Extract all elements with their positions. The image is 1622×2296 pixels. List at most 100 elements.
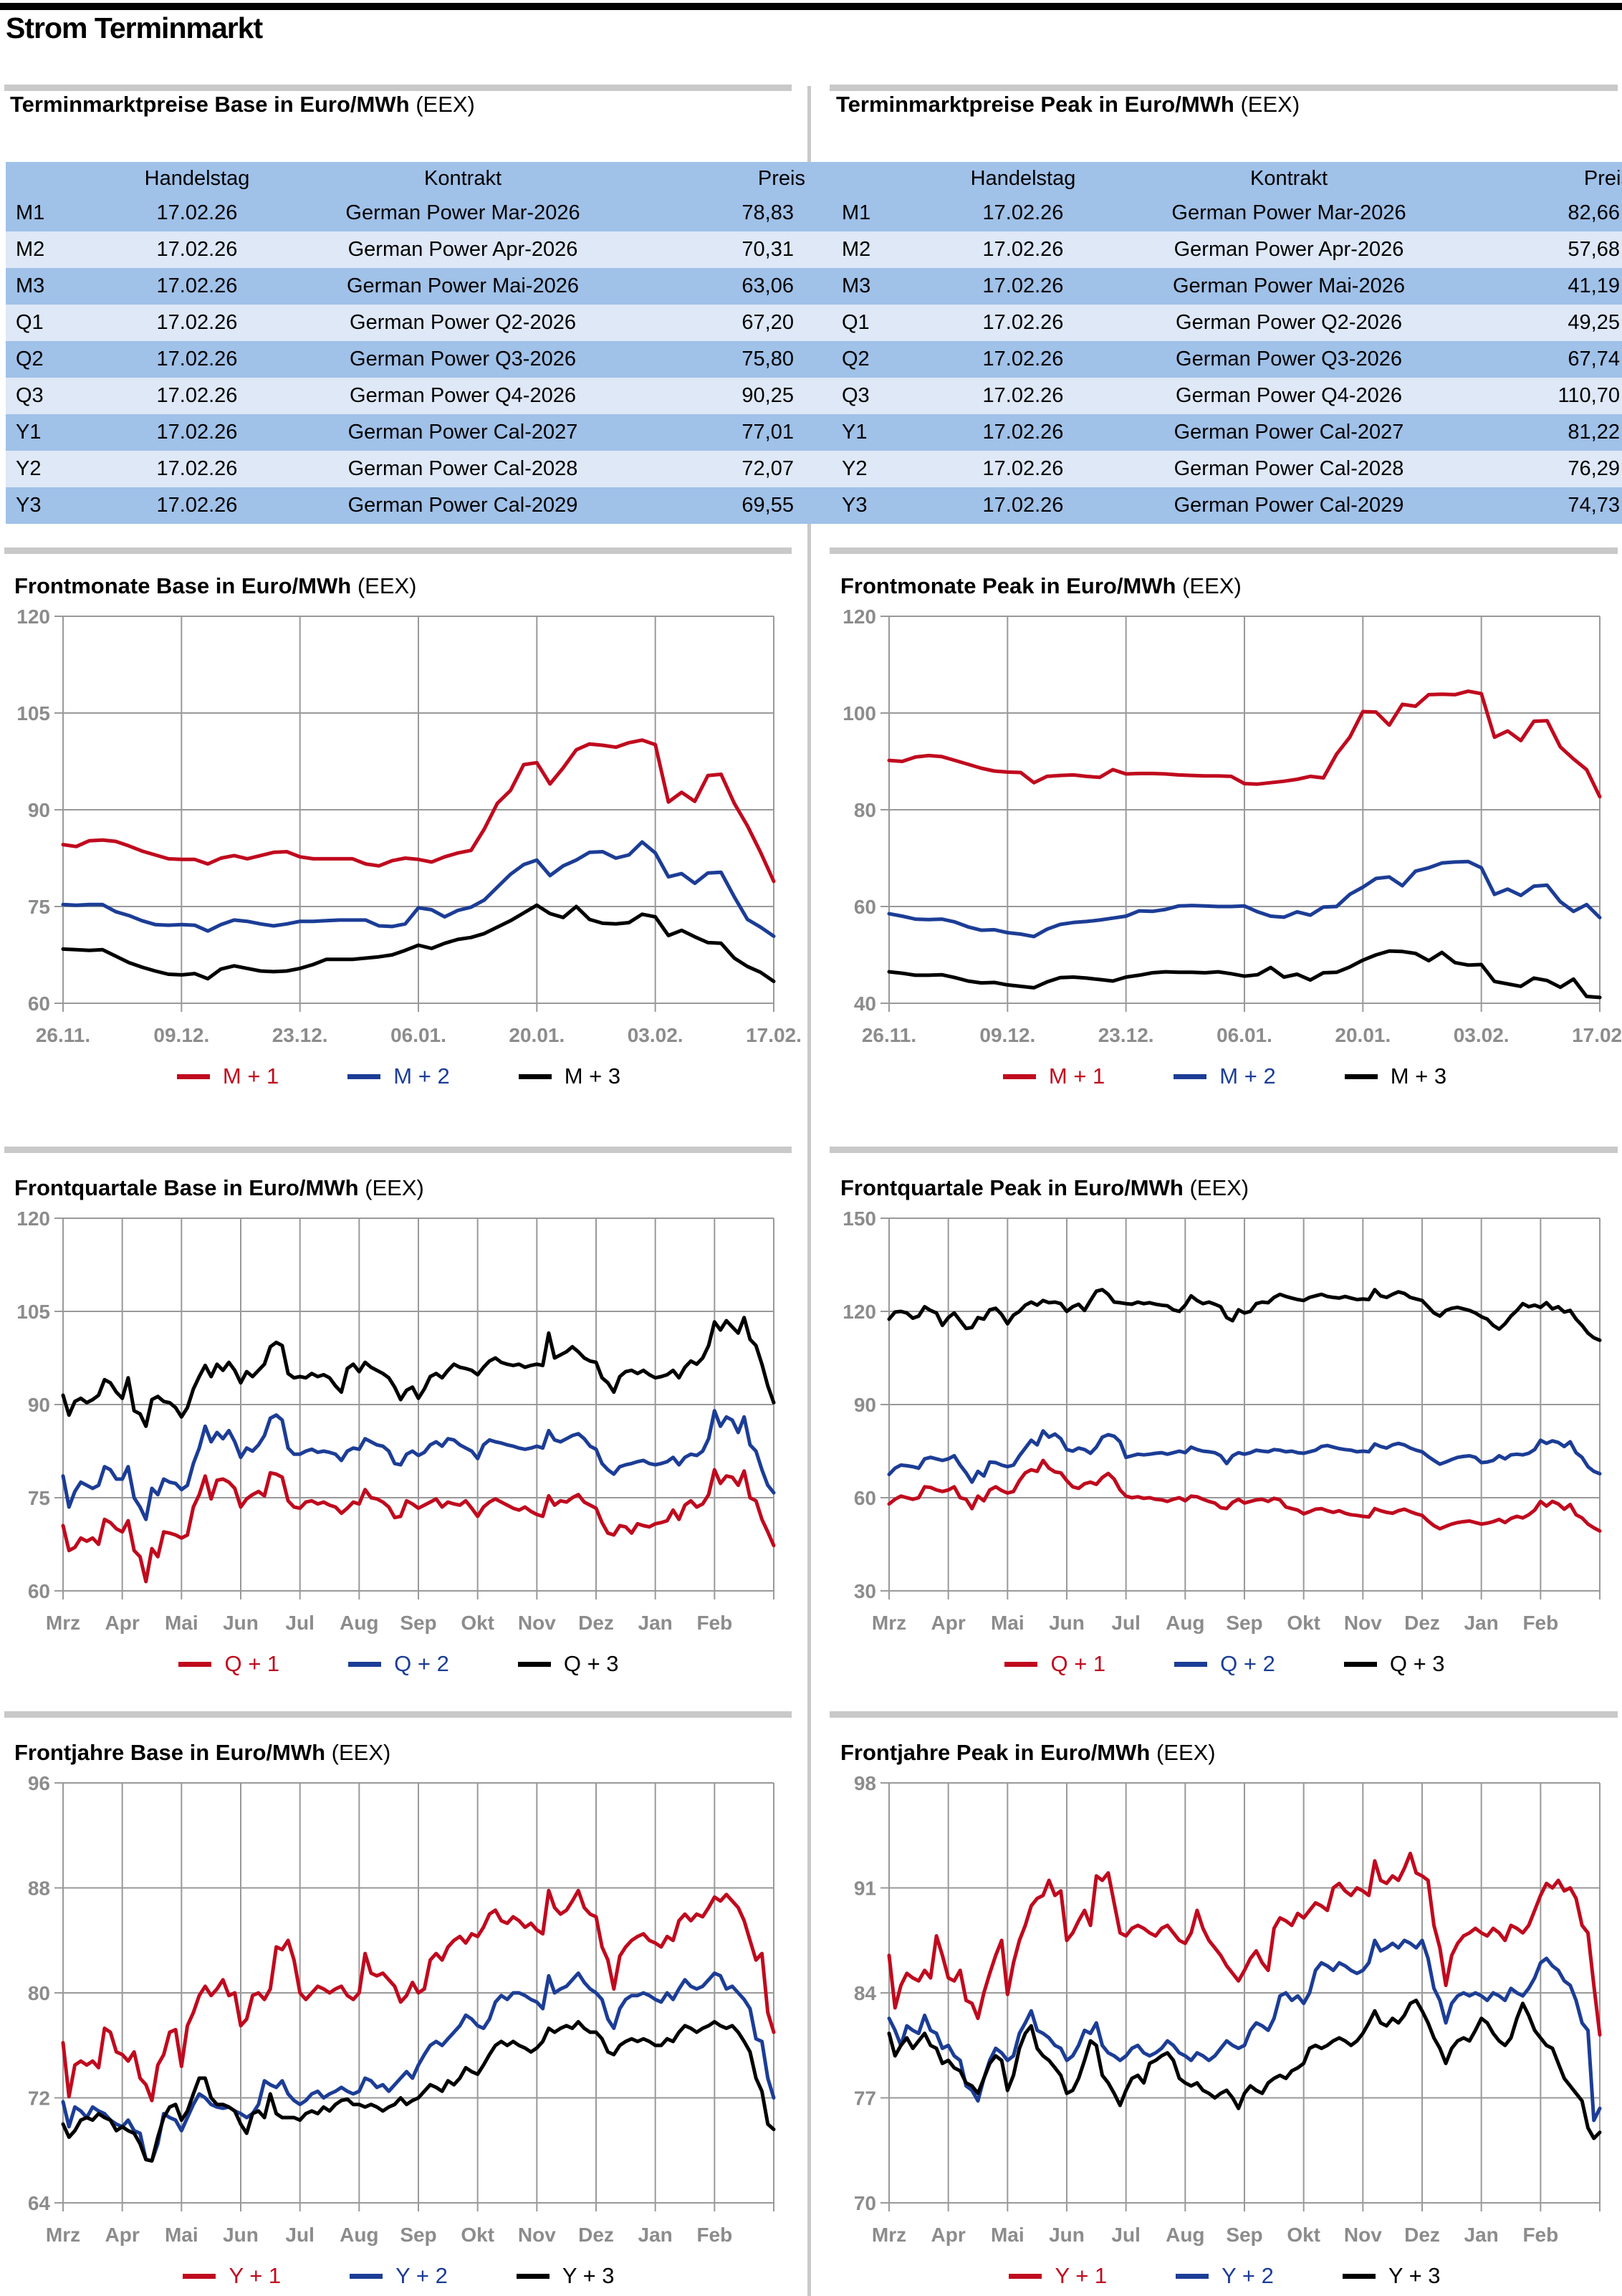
legend-item: Y + 3: [516, 2263, 615, 2289]
chart-legend: Y + 1 Y + 2 Y + 3: [6, 2263, 792, 2289]
series-m+2: [887, 859, 1602, 939]
svg-text:20.01.: 20.01.: [509, 1024, 565, 1046]
handelstag-cell: 17.02.26: [156, 311, 238, 334]
series-y+1: [61, 1888, 776, 2103]
svg-text:Okt: Okt: [461, 1612, 494, 1634]
svg-text:26.11.: 26.11.: [36, 1024, 90, 1046]
chart-title: Frontquartale Base in Euro/MWh: [14, 1175, 359, 1200]
kontrakt-cell: German Power Q4-2026: [1176, 384, 1402, 407]
svg-text:Sep: Sep: [1226, 2224, 1262, 2246]
svg-text:Mai: Mai: [991, 2224, 1024, 2246]
preis-cell: 81,22: [1568, 421, 1620, 444]
svg-text:105: 105: [16, 1301, 50, 1323]
svg-text:06.01.: 06.01.: [390, 1024, 446, 1046]
preis-cell: 74,73: [1568, 494, 1620, 517]
row-label: Y2: [16, 457, 42, 480]
legend-label: M + 2: [393, 1063, 450, 1089]
column-divider: [807, 86, 811, 2296]
chart-canvas: 60 75 90 105 120 Mrz Apr Mai Jun Jul Aug Sep Okt Nov D…: [6, 1207, 792, 1645]
preis-cell: 110,70: [1558, 384, 1620, 407]
handelstag-cell: 17.02.26: [982, 348, 1064, 370]
legend-label: Q + 2: [1220, 1651, 1275, 1676]
series-y+1: [887, 1851, 1602, 2037]
legend-dash-icon: [517, 1661, 551, 1667]
price-table: Handelstag Kontrakt Preis M1 17.02.26 German …: [832, 162, 1622, 524]
svg-text:Jul: Jul: [1111, 1612, 1140, 1634]
legend-item: M + 2: [347, 1063, 450, 1089]
table-row: M3 17.02.26 German Power Mai-2026 41,19: [832, 268, 1622, 305]
chart-title-suffix: (EEX): [1156, 1740, 1216, 1765]
legend-dash-icon: [1176, 2273, 1209, 2279]
svg-text:Mrz: Mrz: [872, 2224, 906, 2246]
svg-text:Apr: Apr: [931, 2224, 966, 2246]
kontrakt-cell: German Power Apr-2026: [1174, 238, 1404, 261]
table-row: Y2 17.02.26 German Power Cal-2028 76,29: [832, 451, 1622, 487]
svg-text:Jul: Jul: [285, 1612, 314, 1634]
kontrakt-cell: German Power Cal-2029: [347, 494, 578, 517]
chart-canvas: 70 77 84 91 98 Mrz Apr Mai Jun Jul Aug Sep Okt Nov Dez…: [832, 1771, 1618, 2257]
legend-label: Y + 2: [1222, 2263, 1274, 2288]
svg-text:90: 90: [854, 1394, 876, 1416]
handelstag-cell: 17.02.26: [982, 494, 1064, 517]
legend-dash-icon: [183, 2273, 216, 2279]
legend-label: M + 3: [1390, 1063, 1447, 1089]
svg-text:Aug: Aug: [340, 2224, 378, 2246]
row-label: M3: [842, 274, 871, 297]
kontrakt-cell: German Power Cal-2027: [1174, 421, 1404, 444]
row-label: Q3: [842, 384, 870, 407]
svg-text:03.02.: 03.02.: [1454, 1024, 1510, 1046]
handelstag-cell: 17.02.26: [156, 274, 238, 297]
table-row: Q3 17.02.26 German Power Q4-2026 110,70: [832, 378, 1622, 414]
legend-item: M + 1: [1002, 1063, 1105, 1089]
legend-item: Q + 1: [1004, 1651, 1105, 1677]
chart-canvas: 40 60 80 100 120 26.11. 09.12. 23.12. 06.01. 20.0…: [832, 605, 1622, 1058]
svg-text:90: 90: [28, 1394, 50, 1416]
table-row: M2 17.02.26 German Power Apr-2026 57,68: [832, 231, 1622, 268]
svg-text:Mai: Mai: [991, 1612, 1024, 1634]
handelstag-cell: 17.02.26: [982, 311, 1064, 334]
series-y+2: [887, 1938, 1602, 2123]
legend-item: Y + 2: [1176, 2263, 1274, 2289]
column-header: [832, 162, 908, 195]
series-m+2: [61, 840, 776, 938]
series-m+3: [61, 903, 776, 983]
svg-text:Feb: Feb: [696, 1612, 732, 1634]
price-table-peak: Handelstag Kontrakt Preis M1 17.02.26 German …: [832, 162, 1622, 524]
chart-frontquartale-base: Frontquartale Base in Euro/MWh (EEX) 60 7…: [6, 1175, 792, 1677]
svg-text:Jan: Jan: [638, 1612, 673, 1634]
svg-text:17.02.: 17.02.: [746, 1024, 802, 1046]
handelstag-cell: 17.02.26: [982, 457, 1064, 480]
page-title: Strom Terminmarkt: [6, 11, 263, 44]
svg-text:120: 120: [843, 606, 876, 628]
svg-text:Apr: Apr: [105, 2224, 140, 2246]
series-q+1: [61, 1468, 776, 1584]
handelstag-cell: 17.02.26: [982, 238, 1064, 261]
legend-dash-icon: [1344, 1073, 1378, 1079]
kontrakt-cell: German Power Cal-2027: [347, 421, 578, 444]
kontrakt-cell: German Power Mar-2026: [1171, 201, 1406, 224]
svg-text:Nov: Nov: [1344, 2224, 1382, 2246]
svg-text:Nov: Nov: [518, 1612, 556, 1634]
handelstag-cell: 17.02.26: [982, 384, 1064, 407]
row-label: M1: [842, 201, 871, 224]
svg-text:90: 90: [28, 799, 50, 821]
legend-item: M + 1: [176, 1063, 279, 1089]
svg-text:Jul: Jul: [1111, 2224, 1140, 2246]
row-label: Y3: [842, 494, 868, 517]
handelstag-cell: 17.02.26: [982, 421, 1064, 444]
table-title-suffix: (EEX): [416, 92, 475, 117]
row-label: M2: [16, 238, 45, 261]
svg-text:60: 60: [854, 1487, 876, 1509]
svg-text:Sep: Sep: [1226, 1612, 1262, 1634]
row-label: Y1: [16, 421, 42, 444]
svg-text:Aug: Aug: [1166, 2224, 1204, 2246]
handelstag-cell: 17.02.26: [156, 348, 238, 370]
svg-text:Jan: Jan: [1464, 2224, 1499, 2246]
svg-text:09.12.: 09.12.: [153, 1024, 209, 1046]
column-header: Handelstag: [144, 166, 250, 190]
legend-dash-icon: [347, 1073, 381, 1079]
svg-text:Jun: Jun: [223, 2224, 259, 2246]
legend-dash-icon: [1004, 1661, 1038, 1667]
legend-item: Q + 3: [517, 1651, 619, 1677]
legend-dash-icon: [1174, 1073, 1207, 1079]
